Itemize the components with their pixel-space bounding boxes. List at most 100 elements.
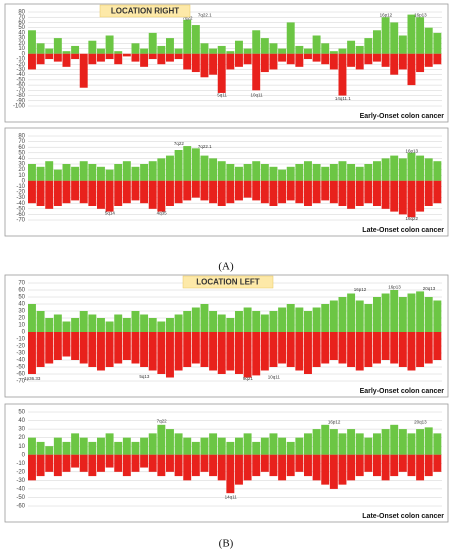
annotation: 5q13 (139, 374, 150, 379)
bar (226, 180, 235, 204)
y-tick-label: -20 (16, 344, 25, 350)
bar (312, 332, 321, 367)
bar (321, 43, 330, 54)
bar (295, 454, 304, 472)
chart-caption: Late-Onset colon cancer (362, 227, 444, 234)
bar (295, 164, 304, 181)
bar (252, 311, 261, 332)
bar (166, 454, 174, 472)
annotation: 7q22 (157, 419, 168, 424)
bar (88, 53, 97, 65)
bar (148, 161, 157, 181)
bar (373, 161, 381, 181)
bar (407, 433, 416, 455)
bar (433, 300, 442, 332)
bar (407, 14, 416, 54)
bar (390, 53, 399, 75)
bar (28, 180, 36, 204)
bar (157, 180, 166, 212)
y-tick-label: 0 (22, 330, 26, 336)
y-tick-label: -50 (16, 495, 25, 501)
bar (226, 454, 235, 494)
bar (183, 311, 192, 332)
bar (269, 53, 278, 70)
annotation: 4q35 (157, 210, 168, 215)
bar (71, 332, 80, 360)
annotation: 16p13 (388, 284, 401, 289)
bar (243, 332, 252, 378)
bar (235, 180, 243, 201)
bar (269, 43, 278, 54)
chart-caption: Late-Onset colon cancer (362, 513, 444, 520)
bar (157, 45, 166, 54)
bar (217, 332, 226, 374)
y-tick-label: 60 (18, 20, 25, 26)
y-tick-label: 30 (18, 162, 25, 168)
bar (140, 48, 149, 54)
bar (122, 437, 131, 455)
annotation: 5q14 (105, 210, 116, 215)
bar (45, 446, 54, 455)
bar (105, 35, 114, 54)
bar (329, 429, 338, 455)
y-tick-label: 40 (18, 156, 25, 162)
bar (79, 332, 88, 364)
bar (191, 307, 200, 332)
bar (312, 429, 321, 455)
bar (114, 51, 123, 54)
bar (62, 332, 71, 357)
bar (191, 332, 200, 364)
bar (235, 311, 243, 332)
bar (373, 433, 381, 455)
bar (338, 53, 347, 96)
bar (62, 164, 71, 181)
bar (45, 318, 54, 332)
bar (243, 454, 252, 481)
bar (252, 161, 261, 181)
bar (381, 293, 390, 332)
bar (260, 437, 269, 455)
bar (381, 454, 390, 481)
bar (398, 297, 407, 332)
y-tick-label: 50 (18, 150, 25, 156)
bar (200, 437, 209, 455)
bar (321, 454, 330, 485)
y-tick-label: 30 (18, 36, 25, 42)
bar (424, 158, 433, 181)
bar (252, 332, 261, 376)
bar (88, 164, 97, 181)
y-tick-label: 50 (18, 25, 25, 31)
y-tick-label: -30 (16, 351, 25, 357)
bar (191, 441, 200, 455)
bar (269, 166, 278, 181)
bar (373, 297, 381, 332)
bar (209, 454, 218, 477)
bar (398, 158, 407, 181)
annotation: 20q13 (414, 419, 427, 424)
bar (304, 454, 312, 477)
bar (140, 332, 149, 367)
bar (381, 53, 390, 67)
bar (191, 148, 200, 181)
bar (347, 53, 356, 67)
bar (131, 454, 140, 472)
bar (36, 43, 45, 54)
y-tick-label: -10 (16, 57, 25, 63)
y-tick-label: -80 (16, 93, 25, 99)
bar (416, 155, 425, 181)
y-tick-label: 80 (18, 134, 25, 140)
bar (71, 45, 80, 54)
bar (312, 307, 321, 332)
bar (304, 433, 312, 455)
bar (235, 437, 243, 455)
bar (407, 454, 416, 477)
bar (390, 180, 399, 212)
y-tick-label: 30 (18, 309, 25, 315)
bar (355, 53, 364, 70)
bar (166, 38, 174, 54)
bar (114, 441, 123, 455)
y-tick-label: -40 (16, 358, 25, 364)
bar (226, 53, 235, 70)
bar (407, 332, 416, 371)
annotation: 16p13 (414, 12, 427, 17)
